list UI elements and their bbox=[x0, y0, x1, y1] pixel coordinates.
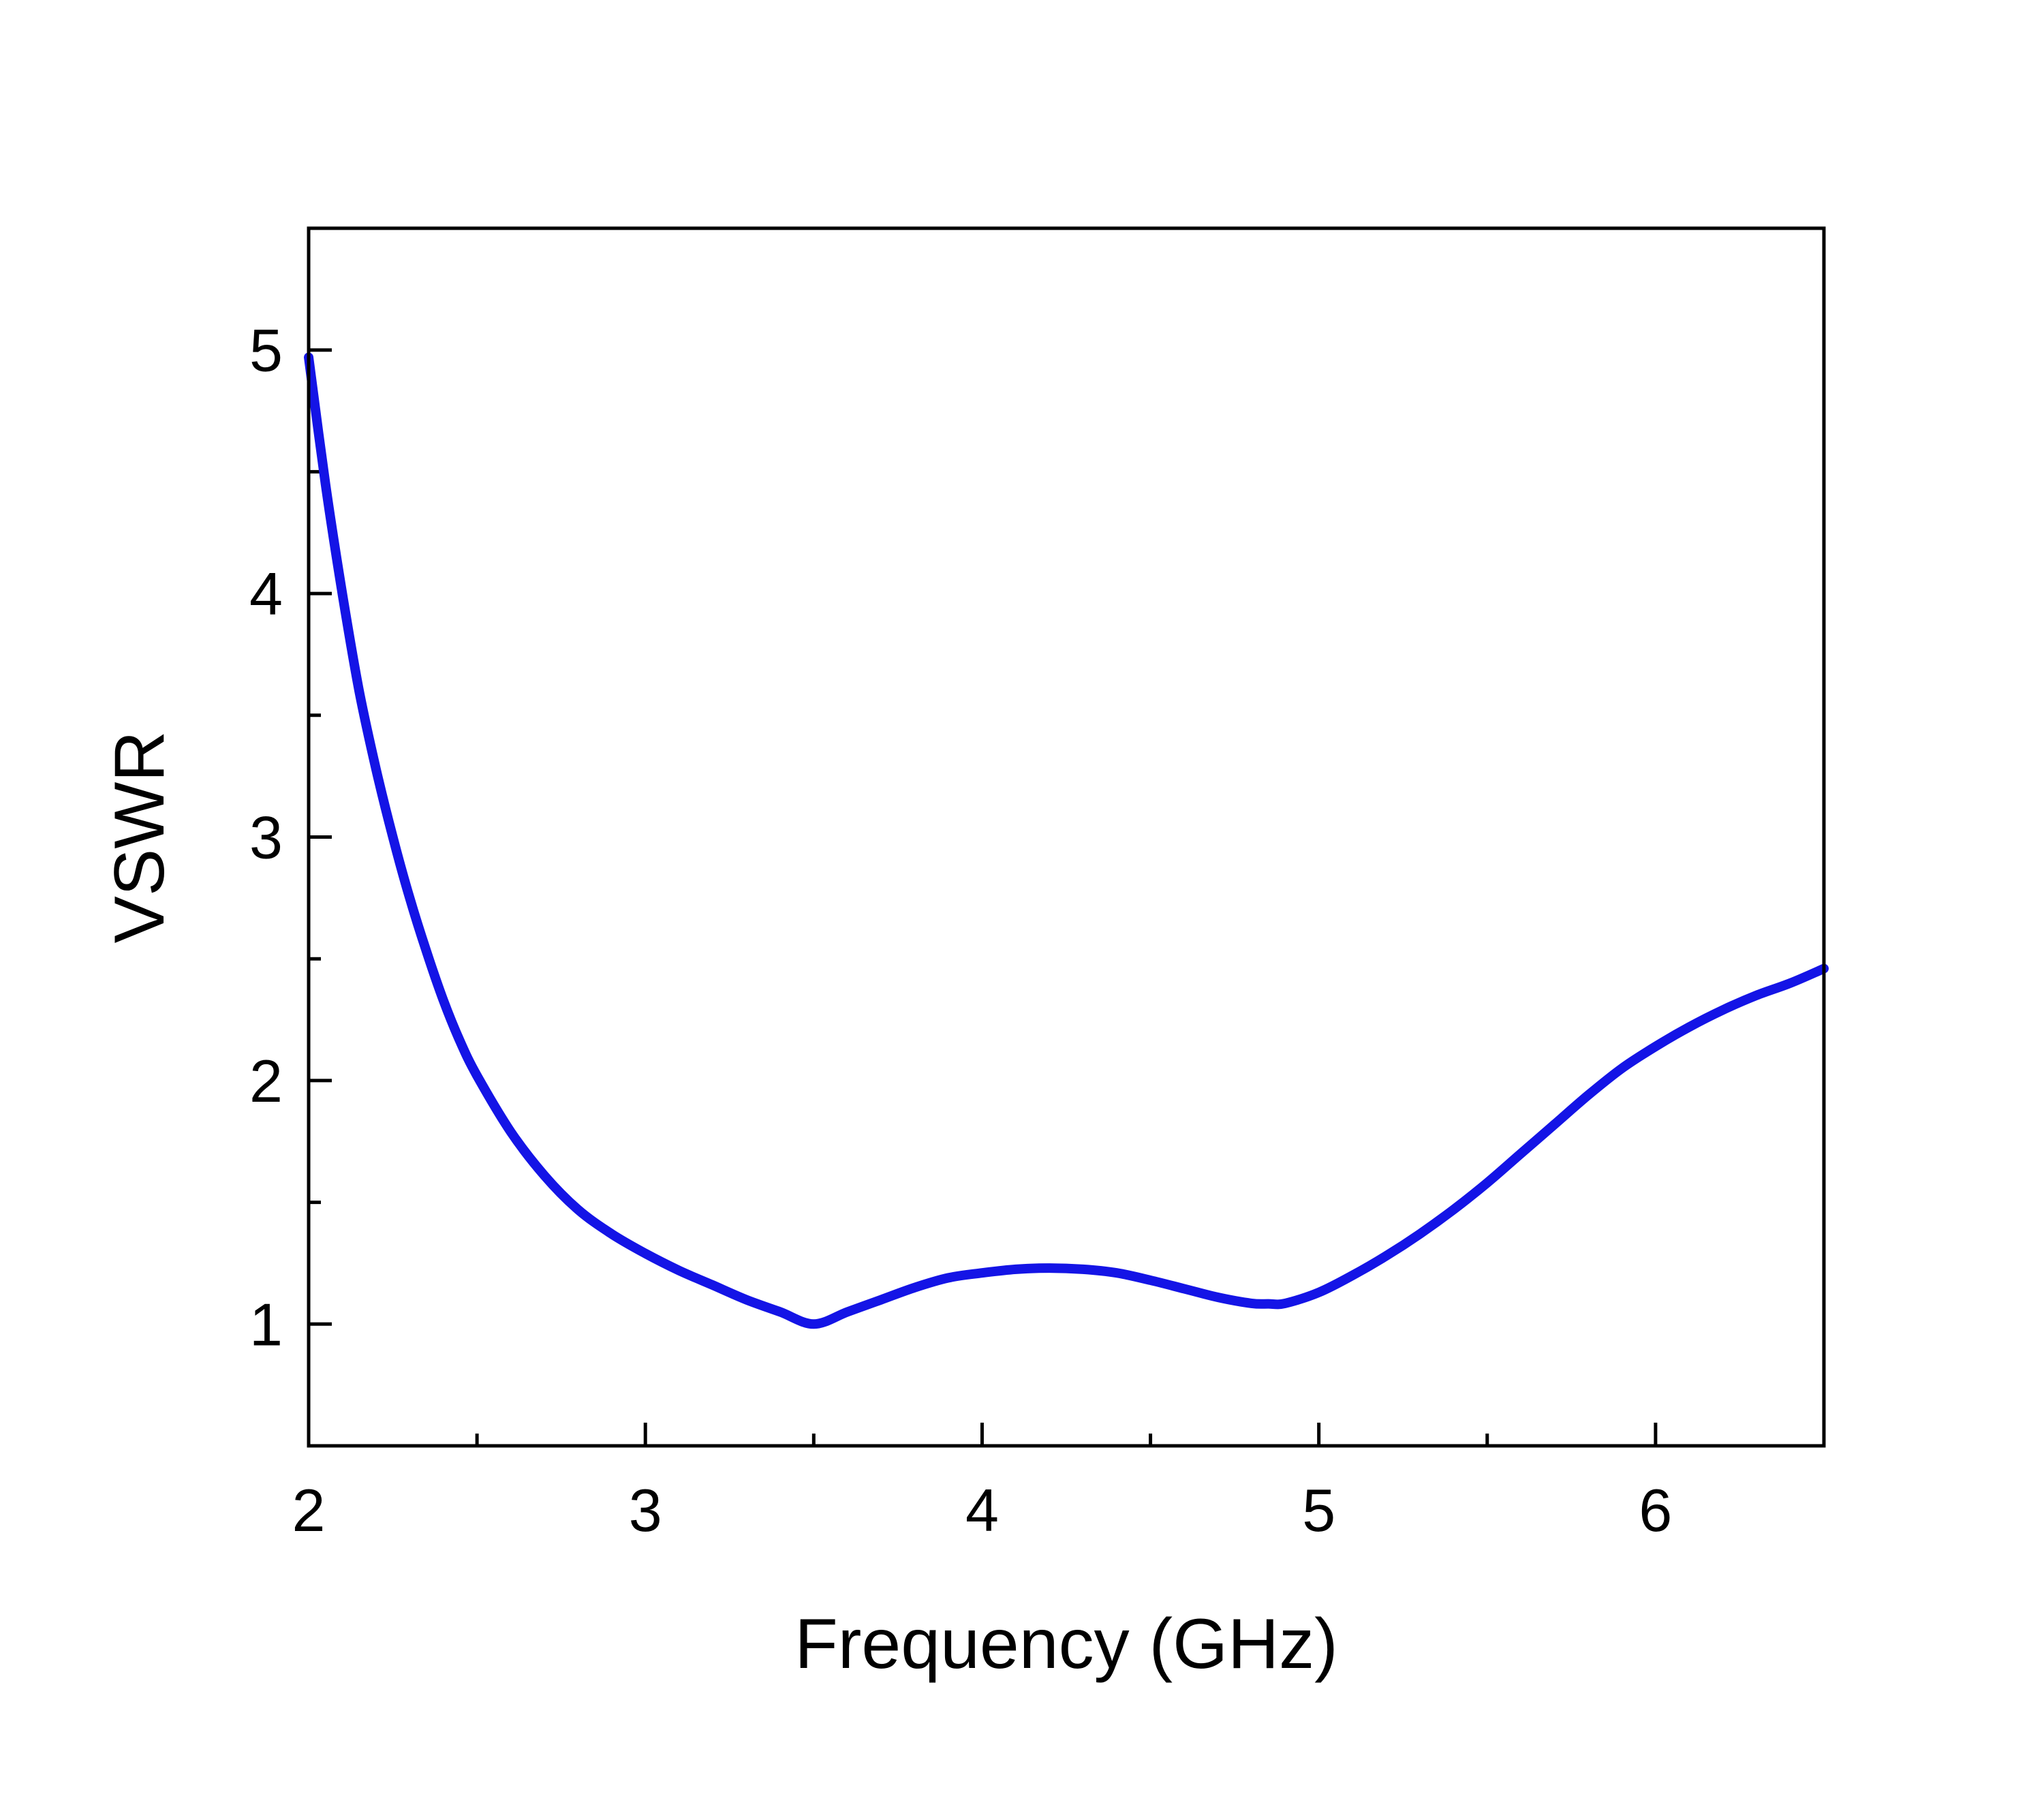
y-tick-label: 1 bbox=[249, 1290, 283, 1358]
x-tick-label: 6 bbox=[1639, 1476, 1672, 1544]
y-tick-label: 5 bbox=[249, 317, 283, 384]
minor-ticks bbox=[309, 469, 1489, 1446]
y-axis-title: VSWR bbox=[100, 731, 179, 944]
plot-frame bbox=[307, 226, 1826, 1448]
y-tick-label: 3 bbox=[249, 804, 283, 871]
x-tick-label: 5 bbox=[1302, 1476, 1335, 1544]
x-tick-label: 4 bbox=[965, 1476, 999, 1544]
x-axis-title: Frequency (GHz) bbox=[794, 1605, 1338, 1684]
x-tick-label: 2 bbox=[292, 1476, 326, 1544]
vswr-series-line bbox=[304, 352, 1829, 1329]
x-tick-label: 3 bbox=[629, 1476, 662, 1544]
major-ticks bbox=[309, 348, 1658, 1446]
y-tick-label: 2 bbox=[249, 1047, 283, 1115]
y-tick-label: 4 bbox=[249, 560, 283, 628]
tick-labels: 2 3 4 5 6 1 2 3 4 5 bbox=[249, 317, 1672, 1544]
